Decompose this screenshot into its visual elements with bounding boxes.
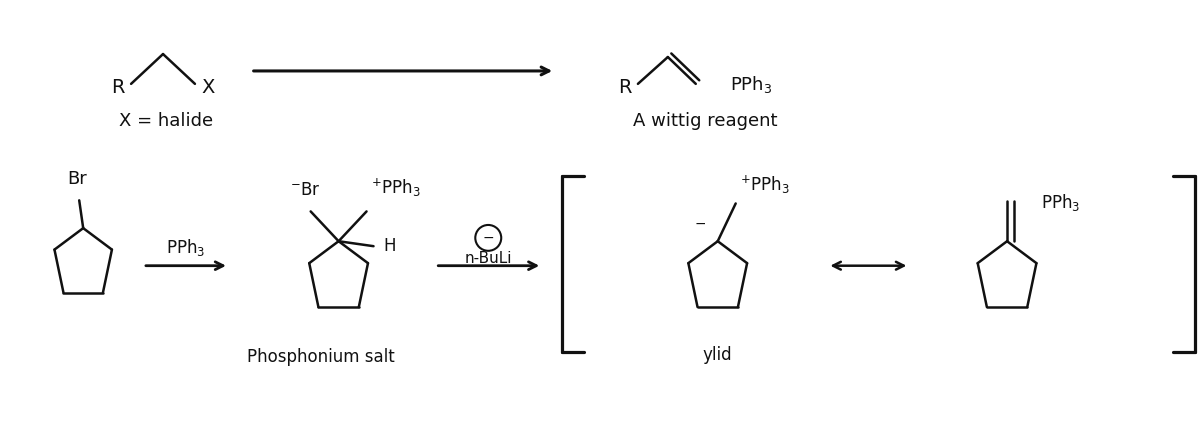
Text: R: R xyxy=(111,78,125,97)
Text: n-BuLi: n-BuLi xyxy=(465,251,512,266)
Text: $^{-}$Br: $^{-}$Br xyxy=(290,181,321,199)
Text: X = halide: X = halide xyxy=(119,112,213,130)
Text: Phosphonium salt: Phosphonium salt xyxy=(247,348,395,366)
Text: A wittig reagent: A wittig reagent xyxy=(632,112,777,130)
Text: PPh$_3$: PPh$_3$ xyxy=(1041,192,1080,213)
Text: $-$: $-$ xyxy=(482,230,495,244)
Text: PPh$_3$: PPh$_3$ xyxy=(730,74,772,95)
Text: H: H xyxy=(384,237,396,255)
Text: PPh$_3$: PPh$_3$ xyxy=(166,237,206,258)
Text: $^{+}$PPh$_3$: $^{+}$PPh$_3$ xyxy=(739,173,790,195)
Text: ylid: ylid xyxy=(703,346,732,364)
Text: X: X xyxy=(201,78,214,97)
Text: Br: Br xyxy=(67,170,87,188)
Text: $^{-}$: $^{-}$ xyxy=(694,220,706,239)
Text: $^{+}$PPh$_3$: $^{+}$PPh$_3$ xyxy=(371,177,420,199)
Text: R: R xyxy=(618,78,632,97)
